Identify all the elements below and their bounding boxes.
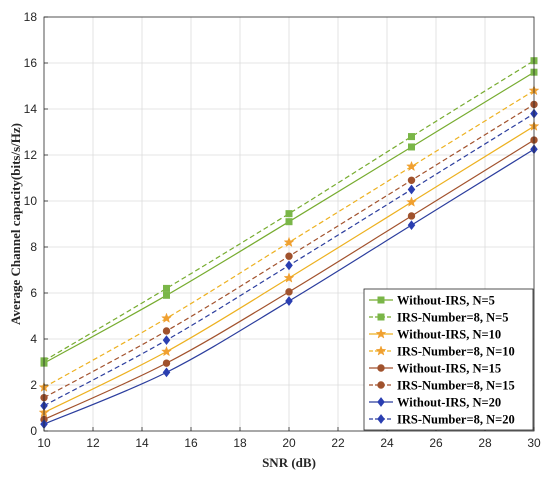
- data-point-square: [377, 313, 385, 321]
- data-point-square: [285, 218, 293, 226]
- data-point-circle: [162, 359, 171, 367]
- x-tick-label: 24: [380, 436, 394, 450]
- data-point-square: [285, 210, 293, 218]
- legend-label: IRS-Number=8, N=5: [397, 311, 508, 325]
- legend-label: Without-IRS, N=20: [397, 396, 501, 410]
- data-point-diamond: [377, 414, 385, 424]
- data-point-circle: [407, 212, 416, 220]
- y-axis-label: Average Channel capacity(bits/s/Hz): [8, 123, 23, 325]
- x-tick-label: 14: [135, 436, 149, 450]
- data-point-diamond: [407, 184, 416, 195]
- legend-entry: IRS-Number=8, N=10: [369, 345, 515, 359]
- y-tick-label: 10: [24, 194, 38, 208]
- y-tick-label: 14: [24, 102, 38, 116]
- data-point-square: [377, 296, 385, 304]
- y-tick-label: 18: [24, 10, 38, 24]
- y-tick-label: 16: [24, 56, 38, 70]
- series-group: [40, 144, 538, 429]
- legend-entry: Without-IRS, N=5: [369, 294, 495, 308]
- legend-entry: Without-IRS, N=20: [369, 396, 501, 410]
- data-point-star: [283, 272, 295, 283]
- x-tick-label: 18: [233, 436, 247, 450]
- x-tick-label: 16: [184, 436, 198, 450]
- data-point-circle: [377, 364, 385, 372]
- data-point-star: [406, 160, 417, 172]
- data-point-circle: [285, 252, 293, 260]
- legend-label: IRS-Number=8, N=20: [397, 413, 515, 427]
- y-tick-label: 2: [30, 378, 37, 392]
- y-tick-label: 4: [30, 332, 37, 346]
- series-line: [43, 60, 535, 362]
- data-point-square: [163, 284, 171, 292]
- y-tick-label: 8: [30, 240, 37, 254]
- data-point-star: [375, 345, 387, 356]
- legend-label: Without-IRS, N=5: [397, 294, 495, 308]
- legend-entry: IRS-Number=8, N=15: [369, 379, 515, 393]
- legend-entry: IRS-Number=8, N=20: [369, 413, 515, 427]
- data-point-circle: [377, 381, 385, 389]
- series-group: [40, 136, 538, 424]
- data-point-circle: [285, 288, 293, 296]
- x-tick-label: 26: [429, 436, 443, 450]
- data-point-circle: [162, 327, 171, 335]
- data-point-circle: [407, 176, 416, 185]
- x-tick-label: 20: [282, 436, 296, 450]
- legend-label: Without-IRS, N=10: [397, 328, 501, 342]
- data-point-star: [283, 236, 295, 248]
- legend-entry: Without-IRS, N=15: [369, 362, 501, 376]
- y-tick-label: 0: [30, 424, 37, 438]
- data-point-square: [163, 291, 171, 299]
- x-tick-label: 30: [527, 436, 541, 450]
- data-point-diamond: [407, 220, 416, 231]
- legend-entry: IRS-Number=8, N=5: [369, 311, 508, 325]
- data-point-star: [375, 328, 387, 339]
- series-layer: [38, 57, 540, 429]
- series-group: [40, 100, 538, 402]
- legend-box: [363, 288, 534, 431]
- data-point-square: [407, 133, 415, 141]
- x-tick-label: 12: [86, 436, 100, 450]
- y-tick-label: 12: [24, 148, 38, 162]
- legend-label: IRS-Number=8, N=10: [397, 345, 515, 359]
- x-tick-label: 22: [331, 436, 345, 450]
- data-point-diamond: [285, 296, 293, 306]
- data-point-diamond: [377, 397, 385, 407]
- x-tick-label: 28: [478, 436, 492, 450]
- data-point-diamond: [162, 335, 171, 346]
- data-point-star: [161, 312, 172, 323]
- legend-label: Without-IRS, N=15: [397, 362, 501, 376]
- y-tick-label: 6: [30, 286, 37, 300]
- legend-label: IRS-Number=8, N=15: [397, 379, 515, 393]
- data-point-star: [406, 196, 417, 207]
- legend: Without-IRS, N=5 IRS-Number=8, N=5 Without…: [363, 288, 534, 431]
- legend-entry: Without-IRS, N=10: [369, 328, 501, 342]
- x-tick-label: 10: [37, 436, 51, 450]
- x-axis-label: SNR (dB): [262, 455, 316, 470]
- data-point-square: [407, 143, 415, 151]
- data-point-diamond: [162, 367, 171, 378]
- data-point-star: [161, 345, 172, 357]
- data-point-diamond: [285, 260, 293, 271]
